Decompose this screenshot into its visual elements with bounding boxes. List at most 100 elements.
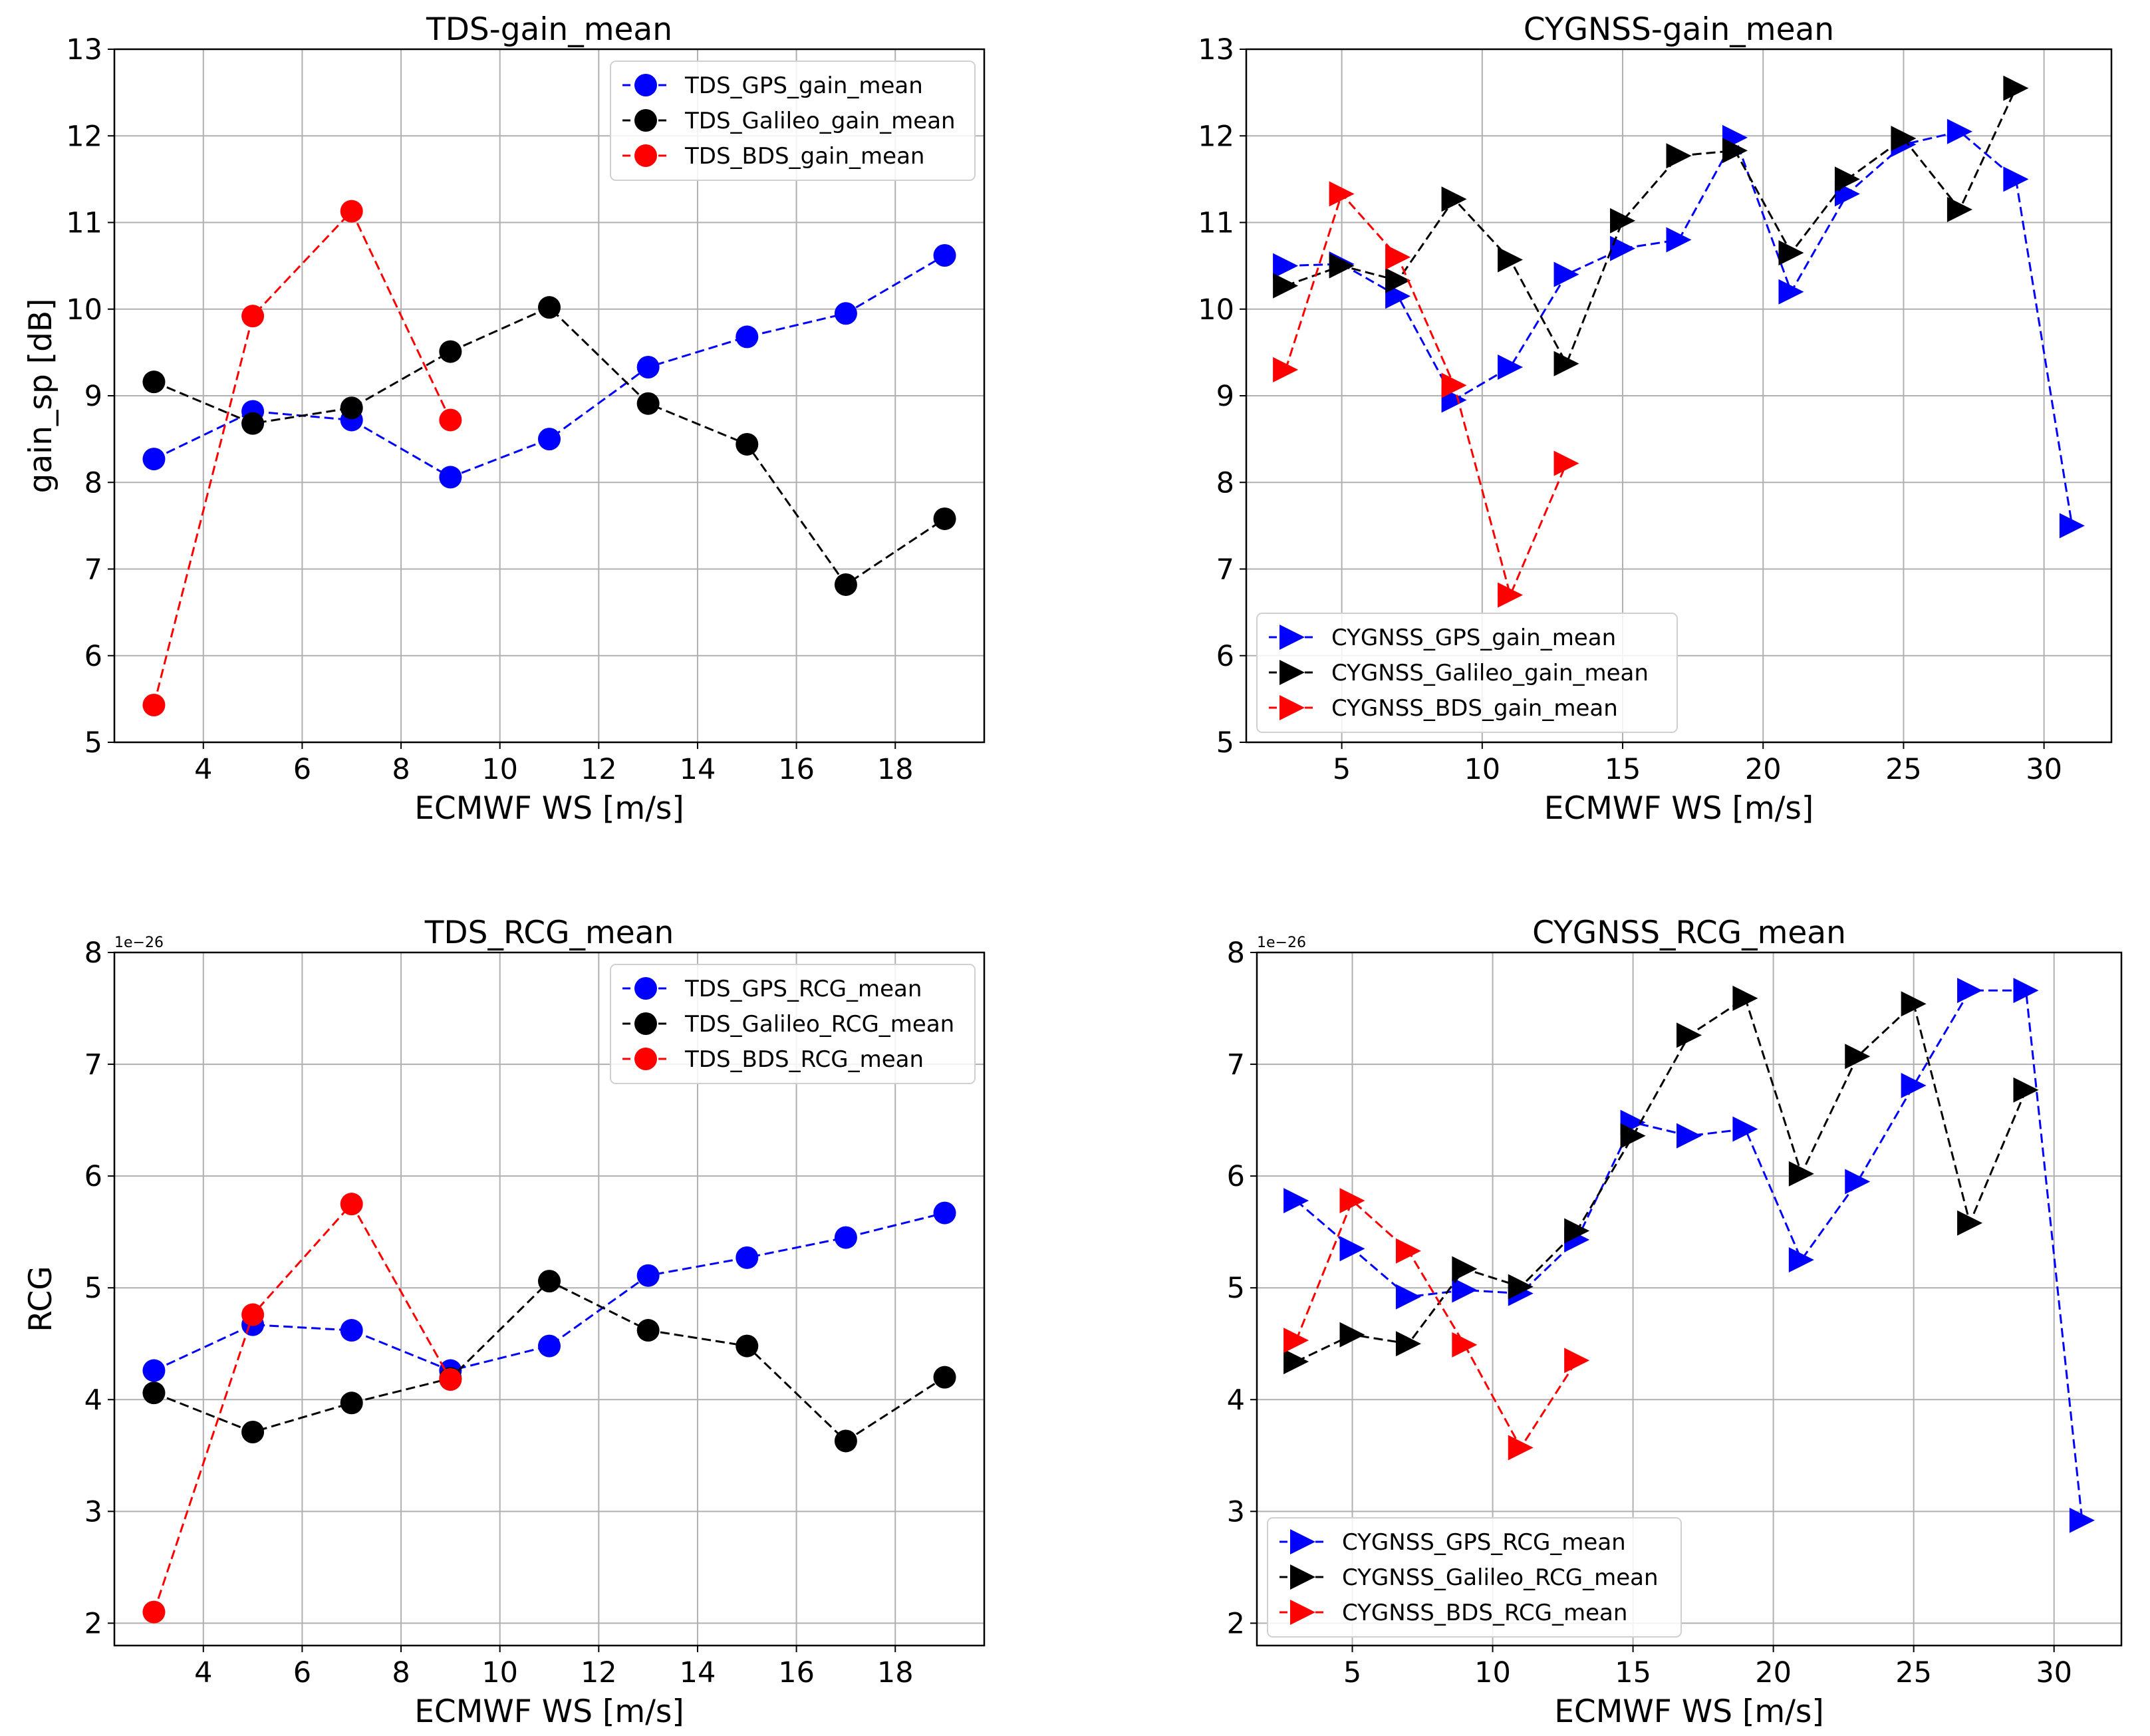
series-CYGNSS_Galileo_gain_mean (1273, 75, 2029, 376)
legend-item: CYGNSS_GPS_gain_mean (1269, 625, 1616, 651)
data-point (1845, 1169, 1871, 1195)
data-point (241, 412, 265, 435)
x-tick-label: 8 (392, 753, 410, 786)
data-point (1564, 1218, 1590, 1244)
data-point (241, 1303, 265, 1326)
legend-item: TDS_BDS_gain_mean (622, 143, 924, 170)
series-CYGNSS_BDS_RCG_mean (1283, 1188, 1590, 1461)
x-tick-label: 15 (1615, 1656, 1651, 1689)
series-line (1284, 192, 1567, 599)
data-point (1498, 247, 1524, 273)
y-tick-label: 5 (1227, 1272, 1245, 1305)
x-tick-label: 20 (1755, 1656, 1792, 1689)
series-TDS_GPS_gain_mean (142, 243, 956, 489)
legend-item: CYGNSS_BDS_RCG_mean (1279, 1600, 1627, 1626)
data-point (2003, 75, 2029, 101)
y-offset-label: 1e−26 (1257, 935, 1306, 951)
cygnss_gain-axes-frame (1245, 48, 2113, 744)
legend-box (1267, 1517, 1682, 1638)
data-point (1452, 1332, 1478, 1358)
series-line (153, 1202, 452, 1613)
data-point (1788, 1161, 1814, 1187)
legend-box (1256, 613, 1678, 733)
series-TDS_Galileo_gain_mean (142, 296, 956, 596)
series-TDS_BDS_gain_mean (142, 200, 462, 716)
chart-title: TDS_RCG_mean (424, 915, 674, 951)
chart-title: TDS-gain_mean (426, 11, 672, 48)
data-point (142, 1600, 166, 1624)
y-axis-label: RCG (23, 1266, 59, 1332)
x-axis-label: ECMWF WS [m/s] (414, 1693, 684, 1730)
data-point (1677, 1022, 1702, 1048)
data-point (142, 1381, 166, 1405)
data-point (1508, 1274, 1534, 1300)
y-tick-label: 8 (84, 937, 102, 970)
data-point (1339, 1322, 1365, 1348)
data-point (538, 296, 561, 319)
legend-marker (1290, 1600, 1315, 1625)
cygnss_gain-panel: 5 10 15 20 25 30 5 6 7 8 9 10 11 12 13 CYGNSS-gain_mean… (1198, 11, 2113, 827)
x-tick-label: 10 (1474, 1656, 1511, 1689)
data-point (1901, 991, 1927, 1017)
legend-box (610, 61, 976, 181)
legend-item: TDS_Galileo_gain_mean (622, 108, 956, 134)
data-point (538, 1270, 561, 1293)
y-tick-label: 8 (1216, 466, 1234, 500)
data-point (1441, 372, 1467, 398)
legend-label: TDS_GPS_RCG_mean (684, 976, 922, 1002)
x-tick-label: 10 (1464, 753, 1500, 786)
legend-item: TDS_Galileo_RCG_mean (622, 1011, 954, 1038)
y-tick-label: 11 (66, 207, 102, 240)
x-tick-label: 5 (1333, 753, 1351, 786)
legend-label: TDS_BDS_RCG_mean (684, 1046, 924, 1073)
data-point (538, 1334, 561, 1358)
legend-label: CYGNSS_BDS_gain_mean (1331, 695, 1618, 722)
y-tick-label: 13 (1198, 33, 1234, 67)
legend-marker (1279, 695, 1305, 720)
data-point (636, 1264, 660, 1287)
data-point (439, 1368, 462, 1391)
x-tick-label: 14 (680, 753, 716, 786)
data-point (340, 1391, 363, 1415)
data-point (1339, 1188, 1365, 1214)
legend-item: CYGNSS_Galileo_gain_mean (1269, 660, 1649, 686)
legend-label: TDS_GPS_gain_mean (684, 72, 923, 99)
y-tick-label: 12 (66, 120, 102, 153)
data-point (1339, 1236, 1365, 1262)
data-point (1498, 582, 1524, 608)
data-point (636, 356, 660, 379)
data-point (1788, 1247, 1814, 1273)
y-tick-label: 5 (84, 726, 102, 760)
data-point (1553, 261, 1579, 287)
data-point (1329, 181, 1355, 207)
data-point (1947, 118, 1972, 144)
data-point (1610, 208, 1636, 233)
data-point (2013, 1077, 2039, 1103)
y-tick-label: 13 (66, 33, 102, 67)
data-point (933, 507, 956, 530)
data-point (439, 408, 462, 432)
data-point (1508, 1435, 1534, 1461)
y-axis-label: gain_sp [dB] (23, 299, 59, 494)
x-axis-label: ECMWF WS [m/s] (1554, 1693, 1824, 1730)
data-point (1498, 355, 1524, 380)
cygnss_rcg-panel: 5 10 15 20 25 30 2 3 4 5 6 7 8 CYGNSS_RCG_mean ECMWF W… (1227, 915, 2123, 1730)
series-CYGNSS_GPS_RCG_mean (1283, 978, 2095, 1533)
x-tick-label: 16 (778, 753, 815, 786)
data-point (736, 432, 759, 456)
legend-marker (1279, 660, 1305, 685)
data-point (1732, 985, 1758, 1011)
data-point (1273, 357, 1299, 382)
data-point (1283, 1188, 1309, 1214)
data-point (340, 1319, 363, 1342)
data-point (1666, 227, 1692, 253)
data-point (834, 1429, 857, 1453)
y-tick-label: 7 (84, 553, 102, 587)
data-point (1273, 273, 1299, 299)
legend-marker (634, 977, 657, 1000)
x-tick-label: 10 (481, 753, 518, 786)
data-point (142, 370, 166, 394)
y-tick-label: 4 (1227, 1383, 1245, 1417)
data-point (1329, 253, 1355, 279)
y-tick-label: 5 (1216, 726, 1234, 760)
